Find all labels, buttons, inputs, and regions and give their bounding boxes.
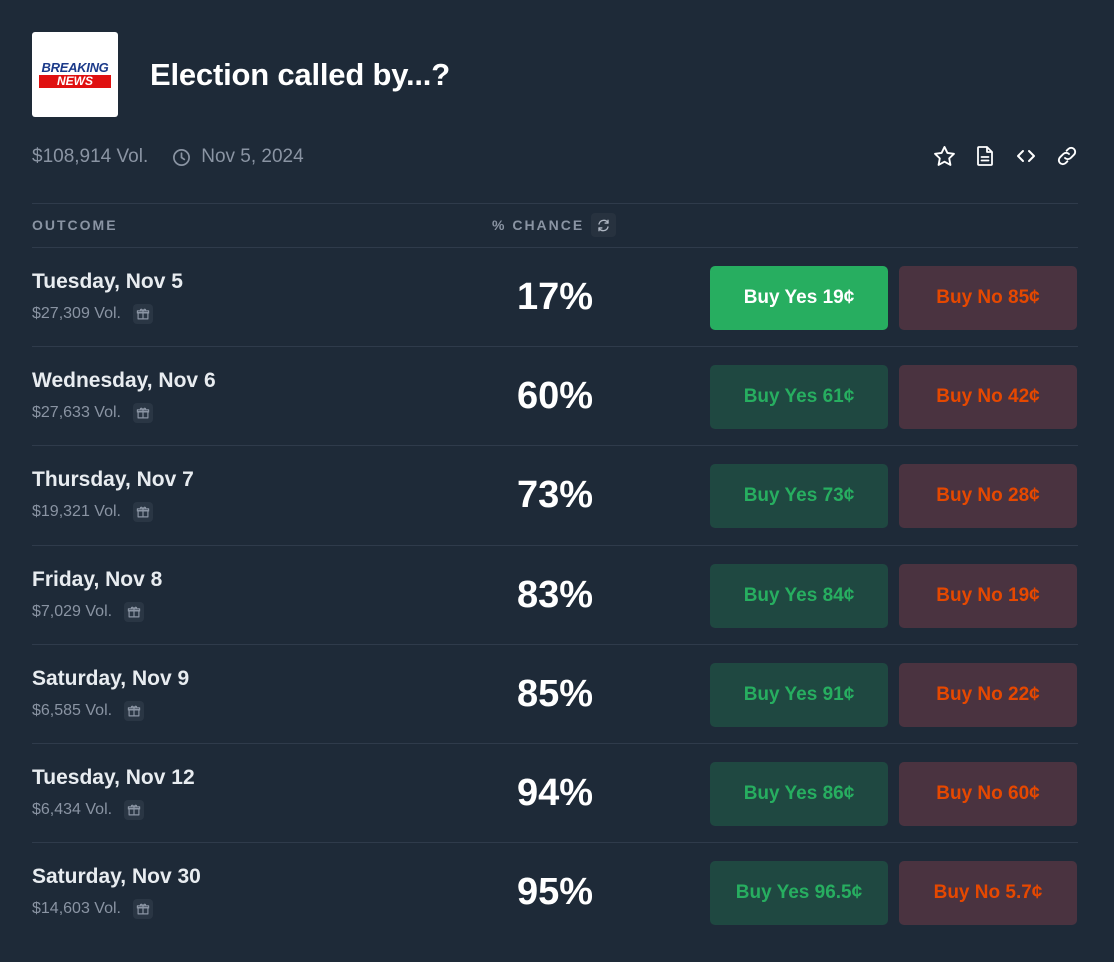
- buy-no-button[interactable]: Buy No 85¢: [899, 266, 1077, 330]
- outcome-name: Saturday, Nov 30: [32, 865, 201, 888]
- outcome-chance: 17%: [516, 276, 594, 318]
- divider: [32, 445, 1078, 446]
- outcome-volume: $14,603 Vol.: [32, 900, 121, 917]
- outcome-row[interactable]: Friday, Nov 8 $7,029 Vol. 83% Buy Yes 84¢ Bu…: [32, 546, 1078, 645]
- market-header: BREAKING NEWS Election called by...?: [32, 32, 450, 117]
- outcome-row[interactable]: Wednesday, Nov 6 $27,633 Vol. 60% Buy Yes 6…: [32, 347, 1078, 446]
- divider: [32, 644, 1078, 645]
- gift-icon[interactable]: [124, 602, 145, 622]
- buy-yes-button[interactable]: Buy Yes 86¢: [710, 762, 888, 826]
- outcome-volume: $27,633 Vol.: [32, 404, 121, 421]
- market-actions: [916, 143, 1080, 169]
- outcome-volume-line: $6,434 Vol.: [32, 800, 145, 820]
- logo-text-bottom: NEWS: [39, 75, 111, 88]
- gift-icon[interactable]: [124, 701, 145, 721]
- document-icon[interactable]: [972, 143, 998, 169]
- divider: [32, 203, 1078, 204]
- column-header-outcome: OUTCOME: [32, 217, 118, 233]
- divider: [32, 743, 1078, 744]
- outcome-volume-line: $14,603 Vol.: [32, 899, 153, 919]
- buy-no-button[interactable]: Buy No 22¢: [899, 663, 1077, 727]
- divider: [32, 346, 1078, 347]
- refresh-icon[interactable]: [591, 213, 616, 237]
- buy-no-button[interactable]: Buy No 19¢: [899, 564, 1077, 628]
- outcome-chance: 73%: [516, 474, 594, 516]
- outcome-name: Wednesday, Nov 6: [32, 369, 216, 392]
- gift-icon[interactable]: [124, 800, 145, 820]
- buy-yes-button[interactable]: Buy Yes 19¢: [710, 266, 888, 330]
- outcome-chance: 94%: [516, 772, 594, 814]
- divider: [32, 842, 1078, 843]
- link-icon[interactable]: [1054, 143, 1080, 169]
- gift-icon[interactable]: [132, 899, 153, 919]
- outcome-volume-line: $7,029 Vol.: [32, 602, 145, 622]
- outcome-row[interactable]: Saturday, Nov 30 $14,603 Vol. 95% Buy Yes 9…: [32, 843, 1078, 942]
- market-end-date: Nov 5, 2024: [201, 146, 304, 167]
- outcome-volume-line: $27,309 Vol.: [32, 304, 153, 324]
- market-volume: $108,914 Vol.: [32, 146, 149, 167]
- gift-icon[interactable]: [132, 304, 153, 324]
- divider: [32, 545, 1078, 546]
- outcome-volume: $19,321 Vol.: [32, 503, 121, 520]
- buy-no-button[interactable]: Buy No 28¢: [899, 464, 1077, 528]
- buy-no-button[interactable]: Buy No 60¢: [899, 762, 1077, 826]
- outcome-name: Friday, Nov 8: [32, 568, 163, 591]
- buy-no-button[interactable]: Buy No 5.7¢: [899, 861, 1077, 925]
- market-meta: $108,914 Vol. Nov 5, 2024: [32, 146, 304, 168]
- outcome-name: Tuesday, Nov 5: [32, 270, 183, 293]
- buy-yes-button[interactable]: Buy Yes 84¢: [710, 564, 888, 628]
- market-title: Election called by...?: [150, 56, 450, 92]
- market-logo: BREAKING NEWS: [32, 32, 118, 117]
- outcome-volume-line: $27,633 Vol.: [32, 403, 153, 423]
- outcome-volume: $6,585 Vol.: [32, 702, 113, 719]
- buy-yes-button[interactable]: Buy Yes 96.5¢: [710, 861, 888, 925]
- outcome-name: Thursday, Nov 7: [32, 468, 194, 491]
- outcome-volume: $6,434 Vol.: [32, 801, 113, 818]
- buy-yes-button[interactable]: Buy Yes 73¢: [710, 464, 888, 528]
- outcome-name: Saturday, Nov 9: [32, 667, 190, 690]
- gift-icon[interactable]: [132, 403, 153, 423]
- star-icon[interactable]: [931, 143, 957, 169]
- outcome-row[interactable]: Tuesday, Nov 5 $27,309 Vol. 17% Buy Yes 19¢…: [32, 248, 1078, 347]
- outcome-row[interactable]: Saturday, Nov 9 $6,585 Vol. 85% Buy Yes 91¢…: [32, 645, 1078, 744]
- outcome-volume-line: $6,585 Vol.: [32, 701, 145, 721]
- divider: [32, 247, 1078, 248]
- outcome-chance: 85%: [516, 673, 594, 715]
- outcome-row[interactable]: Tuesday, Nov 12 $6,434 Vol. 94% Buy Yes 86¢…: [32, 744, 1078, 843]
- outcome-volume: $7,029 Vol.: [32, 603, 113, 620]
- code-icon[interactable]: [1013, 143, 1039, 169]
- outcome-volume: $27,309 Vol.: [32, 305, 121, 322]
- column-header-chance: % CHANCE: [492, 217, 585, 233]
- logo-text-top: BREAKING: [41, 60, 109, 75]
- outcome-volume-line: $19,321 Vol.: [32, 502, 153, 522]
- buy-yes-button[interactable]: Buy Yes 61¢: [710, 365, 888, 429]
- outcome-row[interactable]: Thursday, Nov 7 $19,321 Vol. 73% Buy Yes 73…: [32, 446, 1078, 545]
- outcome-chance: 60%: [516, 375, 594, 417]
- buy-yes-button[interactable]: Buy Yes 91¢: [710, 663, 888, 727]
- outcome-chance: 83%: [516, 574, 594, 616]
- outcome-chance: 95%: [516, 871, 594, 913]
- buy-no-button[interactable]: Buy No 42¢: [899, 365, 1077, 429]
- gift-icon[interactable]: [132, 502, 153, 522]
- outcome-name: Tuesday, Nov 12: [32, 766, 195, 789]
- clock-icon: [172, 148, 191, 167]
